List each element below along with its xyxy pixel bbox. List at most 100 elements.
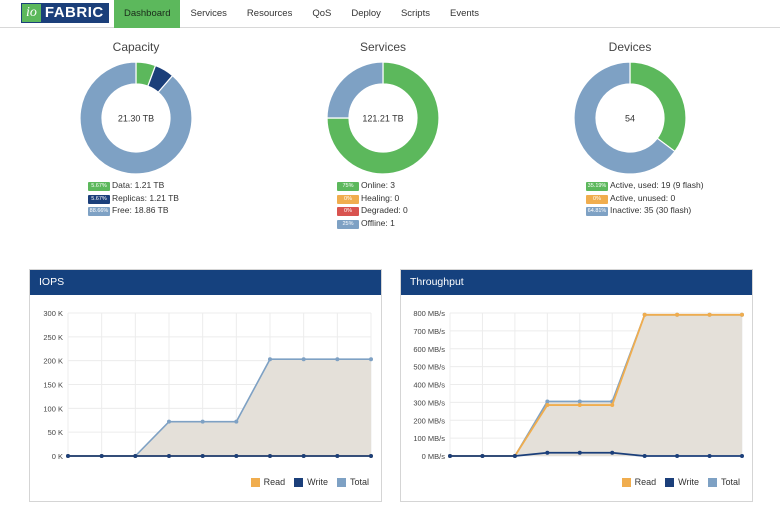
iops-chart: 0 K 50 K 100 K 150 K 200 K 250 K 300 K (43, 309, 373, 461)
iops-legend-total[interactable]: Total (336, 477, 369, 487)
data-point-read[interactable] (577, 403, 582, 408)
services-legend-offline: 25% Offline: 1 (337, 217, 408, 230)
nav-item-dashboard[interactable]: Dashboard (114, 0, 181, 28)
data-point-total[interactable] (369, 357, 373, 362)
services-degraded-badge: 0% (337, 207, 359, 216)
capacity-replicas-label: Replicas: 1.21 TB (112, 192, 179, 203)
capacity-free-label: Free: 18.86 TB (112, 205, 169, 215)
capacity-legend-free: 88.66% Free: 18.86 TB (88, 204, 179, 217)
data-point-write[interactable] (577, 450, 582, 455)
nav-item-qos[interactable]: QoS (312, 8, 332, 19)
throughput-legend-write[interactable]: Write (665, 477, 699, 487)
nav-item-events[interactable]: Events (449, 8, 480, 19)
throughput-legend-write-label: Write (678, 477, 699, 487)
devices-donut-slice-2[interactable] (573, 61, 676, 175)
iops-legend-read-label: Read (263, 477, 286, 487)
data-point-write[interactable] (675, 454, 680, 458)
data-point-read[interactable] (610, 403, 615, 408)
capacity-free-badge: 88.66% (88, 207, 110, 216)
data-point-write[interactable] (512, 454, 517, 458)
total-area-fill (450, 314, 742, 456)
data-point-write[interactable] (268, 454, 272, 458)
data-point-write[interactable] (301, 454, 306, 458)
top-navbar: io FABRIC Dashboard Services Resources Q… (0, 0, 780, 28)
services-donut-slice-3[interactable] (326, 61, 384, 119)
throughput-panel-title: Throughput (401, 270, 752, 295)
data-point-read[interactable] (740, 312, 744, 317)
data-point-write[interactable] (707, 454, 712, 458)
iops-panel: IOPS 0 K 50 K 100 K 150 K 200 K 250 K 300 K Re… (29, 269, 382, 502)
data-point-write[interactable] (480, 454, 485, 458)
services-offline-label: Offline: 1 (361, 217, 395, 228)
y-tick-label: 100 MB/s (413, 434, 445, 443)
data-point-total[interactable] (234, 419, 239, 424)
iops-legend-write-label: Write (307, 477, 328, 487)
data-point-read[interactable] (545, 403, 550, 408)
services-title: Services (359, 40, 406, 54)
y-tick-label: 400 MB/s (413, 381, 445, 390)
y-tick-label: 50 K (48, 428, 63, 437)
data-point-read[interactable] (707, 312, 712, 317)
capacity-replicas-badge: 5.67% (88, 194, 110, 204)
devices-active-unused-badge: 0% (586, 194, 608, 204)
capacity-legend: 5.67% Data: 1.21 TB 5.67% Replicas: 1.21 T… (88, 179, 179, 217)
nav-item-services[interactable]: Services (190, 8, 227, 19)
iofabric-logo[interactable]: io FABRIC (21, 3, 109, 23)
logo-io-text: io (22, 4, 41, 22)
data-point-total[interactable] (268, 357, 272, 362)
nav-item-resources[interactable]: Resources (246, 8, 293, 19)
y-tick-label: 300 K (43, 309, 63, 318)
data-point-total[interactable] (335, 357, 340, 362)
capacity-legend-data: 5.67% Data: 1.21 TB (88, 179, 179, 192)
throughput-legend-total-label: Total (720, 477, 740, 487)
data-point-write[interactable] (448, 454, 452, 458)
y-tick-label: 100 K (43, 404, 63, 413)
services-degraded-label: Degraded: 0 (361, 205, 408, 215)
data-point-write[interactable] (133, 454, 138, 458)
throughput-panel: Throughput 0 MB/s 100 MB/s 200 MB/s 300 MB/… (400, 269, 753, 502)
capacity-donut-slice-2[interactable] (79, 61, 193, 175)
data-point-read[interactable] (642, 312, 647, 317)
devices-title: Devices (608, 40, 652, 54)
data-point-write[interactable] (200, 454, 205, 458)
data-point-write[interactable] (335, 454, 340, 458)
data-point-total[interactable] (167, 419, 171, 424)
capacity-legend-replicas: 5.67% Replicas: 1.21 TB (88, 192, 179, 205)
write-swatch (665, 477, 675, 487)
data-point-total[interactable] (577, 399, 582, 404)
data-point-read[interactable] (675, 312, 680, 317)
data-point-write[interactable] (610, 450, 615, 455)
data-point-write[interactable] (234, 454, 239, 458)
devices-donut-slice-0[interactable] (629, 61, 687, 153)
data-point-write[interactable] (642, 454, 647, 458)
y-tick-label: 0 MB/s (422, 452, 446, 461)
data-point-total[interactable] (545, 399, 550, 404)
devices-legend-active-used: 35.19% Active, used: 19 (9 flash) (586, 179, 704, 192)
data-point-write[interactable] (369, 454, 373, 458)
capacity-data-badge: 5.67% (88, 182, 110, 191)
total-area-fill (68, 359, 371, 456)
throughput-chart: 0 MB/s 100 MB/s 200 MB/s 300 MB/s 400 MB/s 50… (413, 309, 744, 461)
data-point-write[interactable] (99, 454, 104, 458)
iops-legend-write[interactable]: Write (294, 477, 328, 487)
y-tick-label: 150 K (43, 381, 63, 390)
data-point-total[interactable] (301, 357, 306, 362)
iops-legend-read[interactable]: Read (250, 477, 286, 487)
data-point-write[interactable] (66, 454, 70, 458)
throughput-legend-total[interactable]: Total (707, 477, 740, 487)
capacity-data-label: Data: 1.21 TB (112, 180, 165, 190)
services-healing-label: Healing: 0 (361, 192, 400, 203)
data-point-write[interactable] (740, 454, 744, 458)
logo-fabric-text: FABRIC (40, 4, 108, 22)
data-point-write[interactable] (167, 454, 171, 458)
data-point-write[interactable] (545, 450, 550, 455)
devices-legend-inactive: 64.81% Inactive: 35 (30 flash) (586, 204, 704, 217)
throughput-legend-read[interactable]: Read (621, 477, 656, 487)
services-donut-slice-0[interactable] (326, 61, 440, 175)
data-point-total[interactable] (200, 419, 205, 424)
services-legend-online: 75% Online: 3 (337, 179, 408, 192)
nav-item-scripts[interactable]: Scripts (400, 8, 430, 19)
nav-item-deploy[interactable]: Deploy (351, 8, 381, 19)
services-center-value: 121.21 TB (362, 114, 403, 124)
devices-donut-chart: 54 (573, 61, 687, 175)
